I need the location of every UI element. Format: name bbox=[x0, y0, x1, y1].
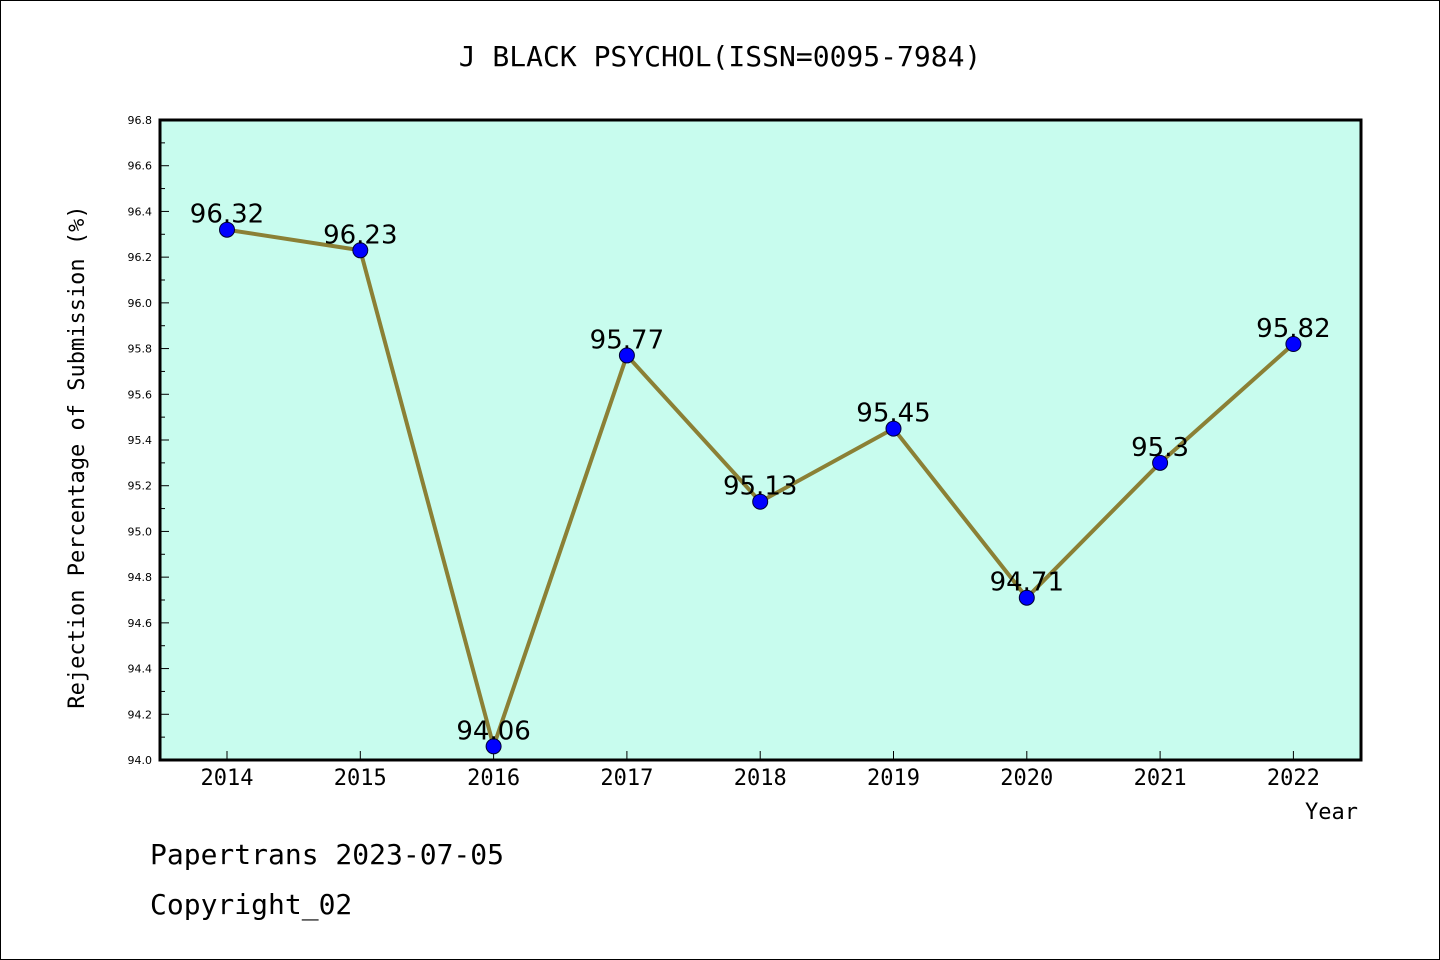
y-tick-label: 96.0 bbox=[128, 297, 153, 310]
data-label: 95.3 bbox=[1131, 433, 1189, 463]
x-tick-label: 2018 bbox=[734, 766, 787, 791]
series: 96.32 96.23 94.06 95.77 95.13 95.45 94.71 95.3 9… bbox=[190, 200, 1331, 755]
y-tick-label: 95.6 bbox=[128, 388, 153, 401]
data-point bbox=[618, 347, 635, 364]
data-label: 95.13 bbox=[723, 472, 797, 502]
y-tick-label: 95.4 bbox=[128, 434, 153, 447]
y-tick-label: 94.6 bbox=[128, 617, 153, 630]
x-tick-label: 2020 bbox=[1000, 766, 1053, 791]
y-tick-label: 96.4 bbox=[128, 205, 153, 218]
data-label: 95.82 bbox=[1256, 314, 1330, 344]
footer-copyright: Copyright_02 bbox=[150, 888, 352, 922]
data-point bbox=[1285, 336, 1302, 352]
plot-border bbox=[158, 118, 1363, 762]
data-label: 95.45 bbox=[856, 399, 930, 429]
y-tick-label: 95.8 bbox=[128, 343, 153, 356]
data-label: 95.77 bbox=[590, 325, 664, 355]
x-axis-label: Year bbox=[1305, 800, 1358, 825]
x-tick-label: 2017 bbox=[600, 766, 653, 791]
y-axis-ticks: 94.0 94.2 94.4 94.6 94.8 95.0 95.2 95.4 95.6 95.8… bbox=[128, 114, 169, 767]
data-label: 94.06 bbox=[456, 716, 530, 746]
x-tick-label: 2016 bbox=[467, 766, 520, 791]
chart-title: J BLACK PSYCHOL(ISSN=0095-7984) bbox=[459, 40, 982, 73]
y-tick-label: 94.4 bbox=[128, 663, 153, 676]
y-tick-label: 94.8 bbox=[128, 571, 153, 584]
x-tick-label: 2022 bbox=[1267, 766, 1320, 791]
y-axis-label: Rejection Percentage of Submission (%) bbox=[65, 205, 90, 708]
y-tick-label: 96.6 bbox=[128, 160, 153, 173]
y-tick-label: 94.2 bbox=[128, 708, 153, 721]
data-point bbox=[485, 738, 502, 755]
data-point bbox=[1018, 589, 1035, 606]
data-point bbox=[219, 221, 235, 238]
y-tick-label: 96.8 bbox=[128, 114, 153, 127]
data-point bbox=[885, 420, 902, 437]
data-point bbox=[1152, 454, 1169, 471]
x-tick-label: 2021 bbox=[1134, 766, 1187, 791]
y-tick-label: 95.2 bbox=[128, 480, 153, 493]
plot-area bbox=[160, 120, 1361, 760]
data-point bbox=[352, 242, 369, 259]
y-tick-label: 95.0 bbox=[128, 525, 153, 538]
y-tick-label: 96.2 bbox=[128, 251, 153, 264]
footer-date: Papertrans 2023-07-05 bbox=[150, 838, 504, 871]
x-tick-label: 2015 bbox=[334, 766, 387, 791]
x-axis-ticks: 2014 2015 2016 2017 2018 2019 2020 2021 2022 bbox=[201, 751, 1320, 791]
x-tick-label: 2019 bbox=[867, 766, 920, 791]
data-label: 94.71 bbox=[990, 568, 1064, 598]
data-label: 96.32 bbox=[190, 200, 264, 230]
x-tick-label: 2014 bbox=[201, 766, 254, 791]
y-tick-label: 94.0 bbox=[128, 754, 153, 767]
data-label: 96.23 bbox=[323, 220, 397, 250]
data-point bbox=[752, 493, 769, 510]
